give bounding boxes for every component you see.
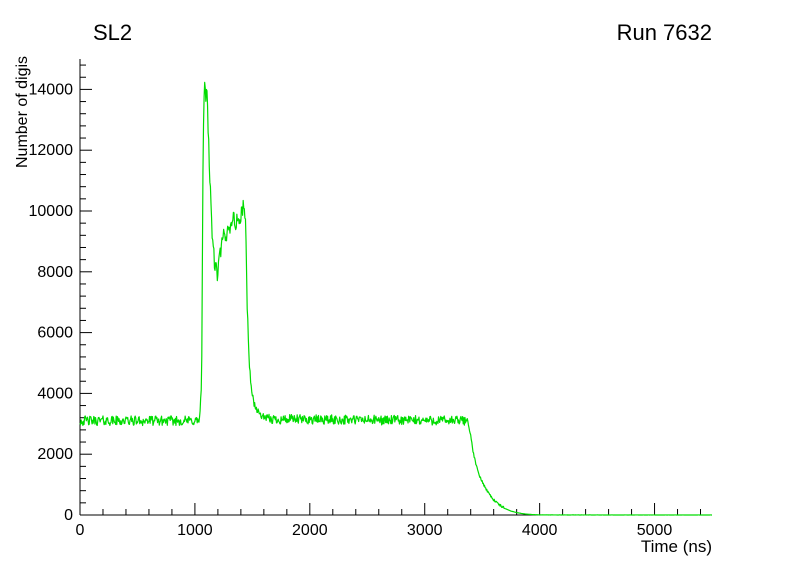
x-tick-label: 5000 bbox=[637, 522, 673, 539]
y-tick-label: 8000 bbox=[37, 264, 73, 281]
x-tick-label: 3000 bbox=[407, 522, 443, 539]
histogram-title: SL2 bbox=[93, 20, 133, 45]
y-tick-label: 4000 bbox=[37, 385, 73, 402]
run-label: Run 7632 bbox=[616, 20, 712, 45]
x-tick-label: 4000 bbox=[522, 522, 558, 539]
x-tick-label: 1000 bbox=[177, 522, 213, 539]
x-tick-label: 2000 bbox=[292, 522, 328, 539]
y-tick-label: 0 bbox=[64, 507, 73, 524]
y-tick-label: 12000 bbox=[29, 142, 74, 159]
x-tick-label: 0 bbox=[76, 522, 85, 539]
series-line bbox=[79, 81, 713, 516]
y-tick-label: 10000 bbox=[29, 203, 74, 220]
y-tick-label: 6000 bbox=[37, 325, 73, 342]
x-axis-title: Time (ns) bbox=[640, 537, 712, 556]
y-tick-label: 14000 bbox=[29, 81, 74, 98]
y-tick-label: 2000 bbox=[37, 446, 73, 463]
